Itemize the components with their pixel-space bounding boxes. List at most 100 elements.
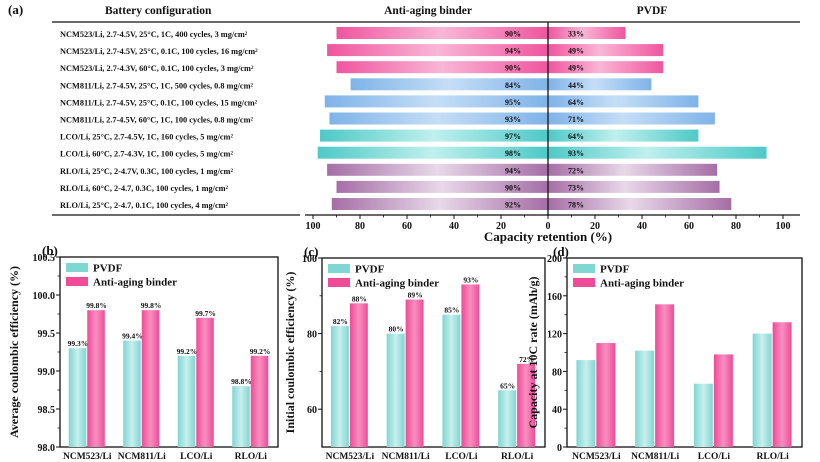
x-category-label: NCM811/Li xyxy=(118,452,166,462)
bar-anti-aging-binder xyxy=(336,61,548,74)
bar-pvdf xyxy=(635,350,655,447)
data-label-anti-aging-binder: 99.8% xyxy=(141,301,162,310)
bar-anti-aging-binder xyxy=(655,304,675,447)
category-ncm811-li: 80% 89% NCM811/Li xyxy=(382,291,430,462)
bar-pvdf xyxy=(548,95,699,108)
bar-anti-aging-binder xyxy=(596,343,616,447)
row-config-label: RLO/Li, 60°C, 2-4.7, 0.3C, 100 cycles, 1… xyxy=(60,184,229,193)
y-axis-title: Average coulombic efficiency (%) xyxy=(7,266,21,438)
row-config-label: LCO/Li, 60°C, 2.7-4.3V, 1C, 100 cycles, … xyxy=(60,150,233,159)
bar-anti-aging-binder xyxy=(196,317,214,447)
y-tick-label: 160 xyxy=(547,292,562,303)
x-tick-label: 80 xyxy=(355,221,365,232)
bar-anti-aging-binder xyxy=(320,129,548,142)
legend: PVDF Anti-aging binder xyxy=(573,264,684,290)
category-ncm523-li: 99.3% 99.8% NCM523/Li xyxy=(63,301,112,462)
data-label-pvdf: 99.3% xyxy=(68,339,89,348)
category-ncm811-li: 99.4% 99.8% NCM811/Li xyxy=(118,301,166,462)
bar-pvdf xyxy=(548,78,652,91)
label-anti-aging-binder: 90% xyxy=(505,30,521,39)
x-tick-label: 0 xyxy=(546,221,551,232)
y-tick-label: 120 xyxy=(547,330,562,341)
x-category-label: RLO/Li xyxy=(757,452,790,462)
x-category-label: RLO/Li xyxy=(501,452,534,462)
x-tick-label: 100 xyxy=(776,221,791,232)
row-config-label: NCM811/Li, 2.7-4.5V, 25°C, 0.1C, 100 cyc… xyxy=(60,98,258,107)
x-category-label: NCM523/Li xyxy=(63,452,112,462)
bar-anti-aging-binder xyxy=(336,27,548,39)
panel-label: (b) xyxy=(42,243,58,258)
bar-pvdf xyxy=(232,386,250,447)
bar-anti-aging-binder xyxy=(517,363,536,447)
bar-anti-aging-binder xyxy=(461,284,480,447)
data-label-anti-aging-binder: 93% xyxy=(463,275,478,284)
legend-label-anti-aging-binder: Anti-aging binder xyxy=(93,277,177,289)
data-label-pvdf: 82% xyxy=(333,317,348,326)
bar-pvdf xyxy=(442,314,461,447)
data-label-pvdf: 85% xyxy=(444,306,459,315)
x-tick-label: 20 xyxy=(590,221,600,232)
x-category-label: LCO/Li xyxy=(180,452,213,462)
header-pvdf: PVDF xyxy=(637,5,668,17)
y-tick-label: 80 xyxy=(552,367,562,378)
label-anti-aging-binder: 95% xyxy=(505,98,521,107)
row-9: RLO/Li, 25°C, 2-4.7V, 0.3C, 100 cycles, … xyxy=(60,163,718,176)
legend-label-pvdf: PVDF xyxy=(93,263,123,275)
row-7: LCO/Li, 25°C, 2.7-4.5V, 1C, 160 cycles, … xyxy=(60,129,699,142)
legend-label-pvdf: PVDF xyxy=(600,264,630,276)
x-category-label: NCM811/Li xyxy=(382,452,430,462)
category-rlo-li: 98.8% 99.2% RLO/Li xyxy=(231,347,270,462)
y-tick-label: 60 xyxy=(307,405,317,416)
data-label-anti-aging-binder: 99.2% xyxy=(250,347,271,356)
bar-anti-aging-binder xyxy=(329,112,548,125)
data-label-anti-aging-binder: 99.7% xyxy=(195,309,216,318)
legend-swatch-pvdf xyxy=(328,264,350,273)
bar-anti-aging-binder xyxy=(87,310,105,447)
label-anti-aging-binder: 92% xyxy=(505,201,521,210)
bar-anti-aging-binder xyxy=(331,198,548,210)
x-tick-label: 80 xyxy=(731,221,741,232)
row-2: NCM523/Li, 2.7-4.5V, 25°C, 0.1C, 100 cyc… xyxy=(60,44,664,57)
bar-anti-aging-binder xyxy=(324,95,548,108)
x-category-label: RLO/Li xyxy=(235,452,268,462)
label-pvdf: 71% xyxy=(568,115,584,124)
header-anti-aging-binder: Anti-aging binder xyxy=(384,5,472,17)
category-rlo-li: RLO/Li xyxy=(752,322,792,462)
panel-a-label: (a) xyxy=(8,2,23,17)
row-config-label: NCM811/Li, 2.7-4.5V, 25°C, 1C, 500 cycle… xyxy=(60,81,254,90)
label-anti-aging-binder: 84% xyxy=(505,81,521,90)
bar-anti-aging-binder xyxy=(327,44,548,57)
data-label-anti-aging-binder: 89% xyxy=(408,291,423,300)
x-category-label: NCM523/Li xyxy=(572,452,621,462)
label-pvdf: 64% xyxy=(568,132,584,141)
legend: PVDF Anti-aging binder xyxy=(66,263,177,289)
y-axis-title: Initial coulombic efficiency (%) xyxy=(283,272,297,434)
panel-label: (d) xyxy=(553,244,569,259)
x-axis-title: Capacity retention (%) xyxy=(484,229,612,244)
label-anti-aging-binder: 93% xyxy=(505,115,521,124)
y-tick-label: 0 xyxy=(557,443,562,454)
header-battery-configuration: Battery configuration xyxy=(105,5,212,17)
row-1: NCM523/Li, 2.7-4.5V, 25°C, 1C, 400 cycle… xyxy=(60,27,626,39)
x-category-label: LCO/Li xyxy=(445,452,478,462)
bar-anti-aging-binder xyxy=(250,355,269,447)
bar-pvdf xyxy=(330,326,349,447)
category-lco-li: LCO/Li xyxy=(693,354,733,462)
y-tick-label: 100 xyxy=(302,254,317,265)
data-label-pvdf: 65% xyxy=(500,381,515,390)
bar-pvdf xyxy=(498,390,517,447)
label-pvdf: 72% xyxy=(568,166,584,175)
category-lco-li: 85% 93% LCO/Li xyxy=(442,275,480,462)
bar-pvdf xyxy=(548,112,715,125)
label-pvdf: 33% xyxy=(568,30,584,39)
x-tick-label: 60 xyxy=(684,221,694,232)
row-config-label: RLO/Li, 25°C, 2-4.7V, 0.3C, 100 cycles, … xyxy=(60,167,233,176)
bar-anti-aging-binder xyxy=(336,180,548,193)
bar-pvdf xyxy=(548,198,732,210)
bar-pvdf xyxy=(548,180,720,193)
panel-label: (c) xyxy=(304,244,318,259)
plot-frame xyxy=(321,257,546,448)
x-category-label: LCO/Li xyxy=(698,452,731,462)
panel-d: (d) 0 40 80 120 160 200 Capacity at 10C rate (m… xyxy=(526,244,803,462)
